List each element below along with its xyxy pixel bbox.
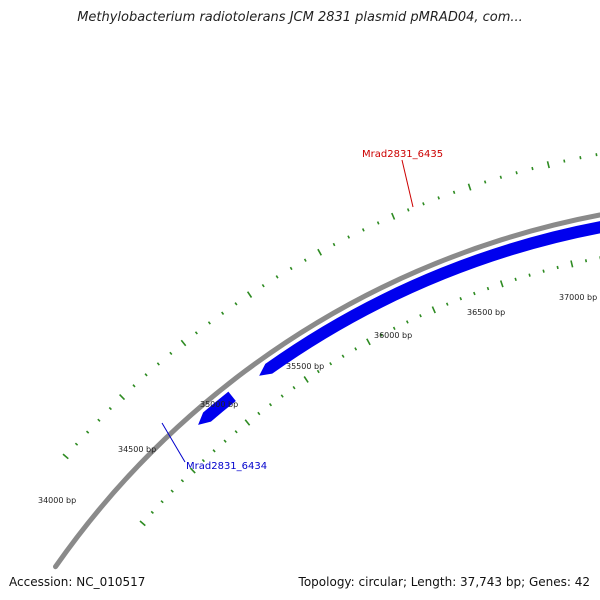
outer-minor-tick [515,171,518,175]
outer-minor-tick [144,373,148,377]
inner-minor-tick [160,500,164,504]
outer-minor-tick [156,362,160,366]
ruler-label-35000: 35000 bp [200,400,238,409]
inner-minor-tick [459,297,463,301]
outer-minor-tick [108,406,112,411]
inner-major-tick [244,419,251,426]
label-leader-6435 [401,159,414,208]
inner-tick-track [139,256,600,527]
outer-tick-track [62,153,598,460]
outer-major-tick [467,183,472,191]
outer-minor-tick [97,418,101,422]
inner-minor-tick [150,510,154,514]
outer-minor-tick [437,196,440,200]
inner-minor-tick [268,403,273,407]
outer-major-tick [62,453,69,460]
inner-minor-tick [212,449,216,453]
outer-minor-tick [376,221,380,225]
inner-minor-tick [354,347,358,351]
inner-minor-tick [234,430,238,434]
inner-major-tick [189,467,196,474]
outer-minor-tick [499,175,503,179]
inner-minor-tick [584,259,588,263]
map-summary-text: Topology: circular; Length: 37,743 bp; G… [298,575,590,589]
inner-minor-tick [392,326,396,331]
gene-label-mrad2831-6435[interactable]: Mrad2831_6435 [362,149,443,160]
outer-major-tick [317,248,322,256]
label-leader-6434 [161,422,186,463]
inner-minor-tick [341,354,345,358]
outer-major-tick [119,394,126,401]
outer-minor-tick [361,228,365,232]
ruler-label-35500: 35500 bp [286,362,324,371]
inner-major-tick [570,260,574,268]
outer-minor-tick [74,442,79,446]
outer-major-tick [391,212,396,220]
outer-minor-tick [207,321,211,325]
gene-label-mrad2831-6434[interactable]: Mrad2831_6434 [186,461,267,472]
inner-minor-tick [473,291,476,296]
ruler-label-34000: 34000 bp [38,496,76,505]
ruler-label-37000: 37000 bp [559,293,597,302]
outer-minor-tick [422,202,425,206]
ruler-label-36000: 36000 bp [374,331,412,340]
gene-arrow-left-edge[interactable] [198,391,236,425]
outer-minor-tick [332,242,336,247]
outer-minor-tick [275,275,279,279]
inner-minor-tick [316,369,320,374]
outer-minor-tick [261,283,265,288]
inner-major-tick [366,338,371,346]
inner-minor-tick [280,394,284,398]
inner-major-tick [499,280,504,288]
inner-major-tick [303,376,309,383]
outer-minor-tick [85,430,90,434]
outer-major-tick [546,161,550,169]
inner-minor-tick [180,479,185,483]
inner-minor-tick [405,320,409,324]
inner-minor-tick [556,265,559,270]
inner-minor-tick [201,458,205,463]
inner-minor-tick [486,286,490,291]
outer-minor-tick [483,180,487,184]
outer-major-tick [246,291,253,298]
plasmid-backbone [53,212,600,570]
gene-mrad2831-6434[interactable] [259,215,600,376]
inner-minor-tick [419,314,422,318]
outer-minor-tick [221,311,225,315]
outer-minor-tick [531,166,534,171]
outer-minor-tick [595,153,598,157]
inner-minor-tick [257,411,261,416]
outer-major-tick [180,339,187,347]
inner-minor-tick [170,489,174,493]
inner-minor-tick [292,385,296,390]
ruler-label-36500: 36500 bp [467,308,505,317]
outer-minor-tick [169,351,173,356]
inner-minor-tick [528,273,531,277]
outer-minor-tick [579,156,582,160]
outer-minor-tick [406,208,410,212]
ruler-label-34500: 34500 bp [118,445,156,454]
inner-minor-tick [329,362,333,366]
outer-minor-tick [194,331,198,335]
accession-text: Accession: NC_010517 [9,575,146,589]
inner-minor-tick [542,269,545,273]
inner-major-tick [431,306,436,314]
outer-minor-tick [132,384,136,388]
map-title: Methylobacterium radiotolerans JCM 2831 … [77,10,523,25]
inner-minor-tick [445,302,449,306]
outer-minor-tick [452,190,456,195]
outer-minor-tick [303,258,307,262]
inner-minor-tick [379,333,383,337]
outer-minor-tick [289,266,293,271]
outer-minor-tick [234,302,238,306]
outer-minor-tick [347,235,351,239]
inner-major-tick [139,520,146,527]
inner-minor-tick [223,439,227,443]
outer-minor-tick [563,159,566,163]
inner-minor-tick [514,277,517,282]
